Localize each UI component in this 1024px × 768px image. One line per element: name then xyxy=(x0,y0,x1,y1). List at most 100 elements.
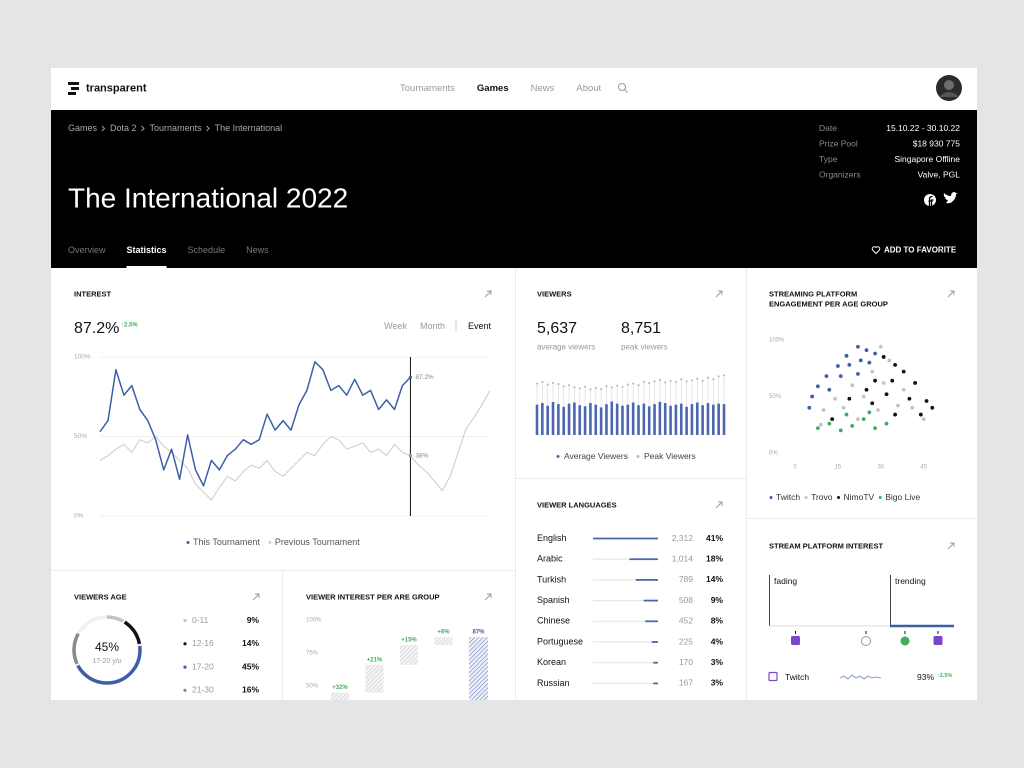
info-label: Prize Pool xyxy=(819,138,858,148)
scatter-point xyxy=(844,412,849,417)
scatter-point xyxy=(815,384,820,389)
peak-dot xyxy=(717,375,720,378)
tab[interactable]: News xyxy=(246,245,269,255)
avatar[interactable] xyxy=(936,75,962,101)
legend-dot xyxy=(769,496,773,499)
scatter-point xyxy=(833,396,837,401)
legend-label: Average Viewers xyxy=(564,451,628,461)
language-name: Russian xyxy=(537,678,570,688)
average-bar xyxy=(663,403,667,435)
average-bar xyxy=(589,403,592,435)
average-bar xyxy=(535,404,539,435)
scatter-point xyxy=(890,378,895,383)
nav-link[interactable]: News xyxy=(531,83,555,94)
language-share: 9% xyxy=(711,595,724,605)
zone-label: trending xyxy=(895,576,926,586)
scatter-point xyxy=(821,408,826,412)
logo[interactable]: transparent xyxy=(68,82,147,95)
scatter-point xyxy=(856,417,860,421)
peak-dot xyxy=(535,382,539,385)
platform-value: 93% xyxy=(917,672,934,682)
language-value: 452 xyxy=(679,616,693,626)
tab[interactable]: Statistics xyxy=(127,245,167,255)
age-range: 17-20 xyxy=(192,661,214,671)
period-option[interactable]: Month xyxy=(420,321,445,331)
facebook-icon[interactable] xyxy=(924,194,936,206)
search-icon[interactable] xyxy=(618,83,628,93)
legend-label: NimoTV xyxy=(844,492,875,502)
scatter-point xyxy=(873,378,877,383)
language-value: 167 xyxy=(679,678,693,688)
logo-text: transparent xyxy=(86,82,147,94)
breadcrumb[interactable]: Games xyxy=(68,123,98,133)
scatter-point xyxy=(850,383,855,388)
peak-dot xyxy=(621,385,624,388)
card-title: ENGAGEMENT PER AGE GROUP xyxy=(769,299,888,308)
scatter-point xyxy=(910,405,915,410)
card-title: VIEWER INTEREST PER ARE GROUP xyxy=(306,592,440,601)
period-option[interactable]: Event xyxy=(468,321,492,331)
scatter-point xyxy=(867,360,872,365)
legend-label: Twitch xyxy=(776,492,800,502)
peak-dot xyxy=(541,380,544,384)
nav-link[interactable]: Tournaments xyxy=(400,83,455,94)
annotation-label: 87.2% xyxy=(415,374,434,381)
average-bar xyxy=(669,405,672,435)
donut-segment xyxy=(72,615,142,685)
total-bar xyxy=(469,637,488,700)
expand-icon[interactable] xyxy=(947,290,955,298)
scatter-point xyxy=(893,362,897,367)
language-share: 14% xyxy=(706,574,723,584)
scatter-point xyxy=(878,344,883,349)
expand-icon[interactable] xyxy=(715,290,723,298)
expand-icon[interactable] xyxy=(252,593,260,601)
expand-icon[interactable] xyxy=(947,542,955,550)
average-bar xyxy=(701,405,704,435)
scatter-point xyxy=(824,374,829,379)
average-bar xyxy=(546,405,549,435)
x-tick-label: 45 xyxy=(920,465,927,471)
language-name: Spanish xyxy=(537,595,570,605)
favorite-button[interactable]: ADD TO FAVORITE xyxy=(871,246,957,255)
peak-dot xyxy=(546,383,549,386)
language-value: 225 xyxy=(679,636,693,646)
y-tick-label: 50% xyxy=(306,684,319,690)
nav-link[interactable]: Games xyxy=(477,83,509,94)
average-bar xyxy=(594,404,598,435)
stat-label: peak viewers xyxy=(621,343,668,352)
period-option[interactable]: Week xyxy=(384,321,407,331)
x-tick-label: 0 xyxy=(793,465,797,471)
y-tick-label: 0% xyxy=(769,451,778,457)
scatter-point xyxy=(858,358,863,363)
breadcrumb[interactable]: The International xyxy=(215,123,283,133)
scatter-point xyxy=(847,396,852,401)
scatter-point xyxy=(921,417,926,421)
annotation-dot xyxy=(408,453,413,458)
expand-icon[interactable] xyxy=(484,290,492,298)
average-bar xyxy=(674,404,678,435)
age-interest-chart: +32% +21% +15% +6% 87% xyxy=(331,630,488,700)
breadcrumb[interactable]: Tournaments xyxy=(150,123,203,133)
peak-dot xyxy=(653,380,656,383)
language-name: Arabic xyxy=(537,554,563,564)
scatter-point xyxy=(856,344,860,349)
tab[interactable]: Schedule xyxy=(188,245,226,255)
twitter-icon[interactable] xyxy=(943,192,958,204)
scatter-point xyxy=(884,392,889,397)
scatter-point xyxy=(864,348,869,353)
average-bar xyxy=(610,401,614,435)
peak-dot xyxy=(658,378,661,381)
nav-link[interactable]: About xyxy=(576,83,601,94)
average-bar xyxy=(637,405,640,435)
expand-icon[interactable] xyxy=(484,593,492,601)
peak-dot xyxy=(642,380,645,384)
platform-interest-frame xyxy=(768,575,954,682)
scatter-point xyxy=(887,358,892,363)
scatter-point xyxy=(924,399,929,403)
breadcrumb[interactable]: Dota 2 xyxy=(110,123,137,133)
tab[interactable]: Overview xyxy=(68,245,106,255)
expand-icon[interactable] xyxy=(715,501,723,509)
increment-bar xyxy=(331,692,349,700)
scatter-point xyxy=(881,355,886,359)
average-bar xyxy=(690,404,694,435)
